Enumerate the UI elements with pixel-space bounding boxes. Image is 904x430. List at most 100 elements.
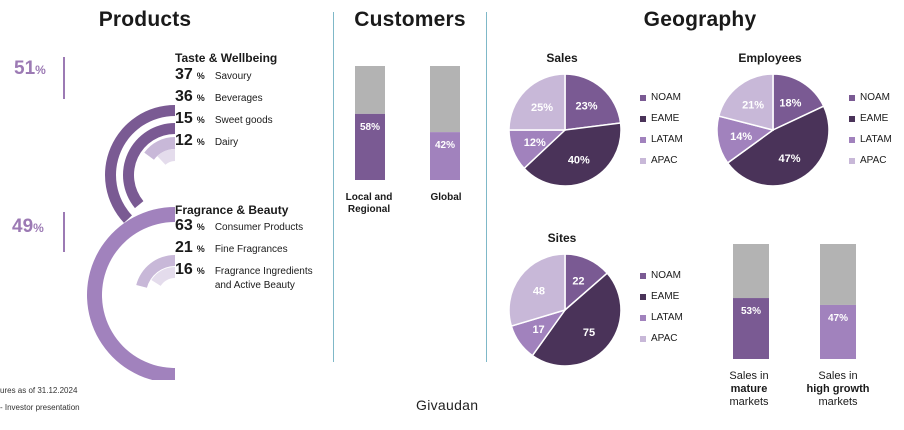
sites-slice-label: 48 bbox=[533, 286, 545, 298]
products-header: Products bbox=[98, 8, 192, 31]
sales-legend-label: NOAM bbox=[651, 92, 681, 103]
sales-slice-label: 23% bbox=[575, 101, 597, 113]
taste-share-symbol: % bbox=[35, 63, 46, 77]
taste-ring-1 bbox=[123, 123, 175, 209]
sites-legend: NOAM EAME LATAM APAC bbox=[640, 265, 683, 349]
markets-label-mature-line2: mature bbox=[730, 383, 768, 395]
sales-legend-item: NOAM bbox=[640, 87, 683, 108]
markets-label-mature: Sales in mature markets bbox=[718, 370, 780, 409]
customers-bar-value bbox=[355, 113, 385, 180]
product-radial-charts bbox=[87, 105, 175, 380]
employees-legend-label: EAME bbox=[860, 113, 889, 124]
sites-legend-swatch bbox=[640, 293, 646, 300]
givaudan-brand: Givaudan bbox=[416, 397, 479, 413]
footer-note-date: ures as of 31.12.2024 bbox=[0, 386, 78, 395]
fragrance-item-value: 16 bbox=[175, 261, 193, 278]
fragrance-item: 16% Fragrance Ingredients and Active Beau… bbox=[175, 261, 325, 293]
sales-legend-item: APAC bbox=[640, 150, 683, 171]
employees-slice-label: 47% bbox=[779, 153, 801, 165]
customers-label-global: Global bbox=[430, 192, 462, 203]
taste-item-label: Beverages bbox=[214, 93, 263, 104]
sales-legend-item: EAME bbox=[640, 108, 683, 129]
employees-slice-eame bbox=[726, 105, 830, 187]
taste-accent-bar bbox=[63, 57, 65, 99]
divider-right bbox=[486, 12, 487, 362]
taste-item-pct: % bbox=[196, 71, 205, 81]
sales-slice-label: 40% bbox=[568, 154, 590, 166]
fragrance-item: 63% Consumer Products bbox=[175, 217, 303, 235]
sites-legend-label: NOAM bbox=[651, 270, 681, 281]
employees-legend-label: LATAM bbox=[860, 134, 892, 145]
taste-ring-0 bbox=[104, 105, 175, 223]
fragrance-share-value: 49 bbox=[12, 216, 34, 237]
taste-item-label: Sweet goods bbox=[214, 115, 273, 126]
markets-bar-label: 53% bbox=[741, 306, 761, 317]
sites-legend-label: APAC bbox=[651, 333, 678, 344]
markets-bar-chart: 53% 47% bbox=[733, 244, 856, 359]
fragrance-item-value: 21 bbox=[175, 239, 193, 256]
sales-legend-swatch bbox=[640, 157, 646, 164]
taste-item: 36% Beverages bbox=[175, 88, 263, 106]
employees-legend-label: NOAM bbox=[860, 92, 890, 103]
sales-slice-label: 12% bbox=[524, 137, 546, 149]
markets-label-growth-line2: high growth bbox=[806, 383, 870, 395]
divider-left bbox=[333, 12, 334, 362]
sites-legend-item: EAME bbox=[640, 286, 683, 307]
employees-slice-apac bbox=[717, 73, 774, 131]
taste-item: 12% Dairy bbox=[175, 132, 238, 150]
taste-share-value: 51 bbox=[14, 58, 36, 79]
employees-legend-item: APAC bbox=[849, 150, 892, 171]
customers-bar-remainder bbox=[430, 66, 460, 133]
sites-slice-eame bbox=[531, 272, 622, 367]
fragrance-share: 49% bbox=[12, 216, 44, 238]
markets-bar-value bbox=[820, 304, 856, 359]
sites-slice-label: 75 bbox=[583, 327, 595, 339]
sites-title: Sites bbox=[547, 231, 577, 245]
sales-slice-apac bbox=[508, 73, 566, 131]
sales-slice-noam bbox=[564, 73, 622, 131]
employees-legend-item: EAME bbox=[849, 108, 892, 129]
markets-bar-label: 47% bbox=[828, 313, 848, 324]
taste-ring-2 bbox=[144, 137, 175, 160]
sites-slice-label: 22 bbox=[572, 275, 584, 287]
customers-bar-label: 42% bbox=[435, 140, 455, 151]
sales-slice-eame bbox=[523, 122, 622, 187]
sales-title: Sales bbox=[546, 51, 578, 65]
sites-legend-label: LATAM bbox=[651, 312, 683, 323]
taste-ring-3 bbox=[157, 149, 175, 165]
employees-legend-item: LATAM bbox=[849, 129, 892, 150]
employees-legend-swatch bbox=[849, 157, 855, 164]
sites-legend-swatch bbox=[640, 314, 646, 321]
fragrance-ring-1 bbox=[136, 255, 175, 288]
employees-slice-label: 21% bbox=[742, 99, 764, 111]
fragrance-ring-0 bbox=[87, 207, 175, 380]
fragrance-item-pct: % bbox=[196, 266, 205, 276]
employees-pie: 18% 47% 14% 21% bbox=[716, 73, 830, 187]
sales-legend-swatch bbox=[640, 94, 646, 101]
taste-item-value: 36 bbox=[175, 88, 193, 105]
customers-label-local: Local and Regional bbox=[338, 192, 400, 216]
sites-legend-item: NOAM bbox=[640, 265, 683, 286]
customers-label-local-line1: Local and bbox=[345, 192, 393, 203]
sites-pie: 22 75 17 48 bbox=[508, 253, 622, 367]
taste-item: 37% Savoury bbox=[175, 66, 252, 84]
customers-bar-value bbox=[430, 132, 460, 180]
customers-bar-chart: 58% 42% bbox=[355, 66, 460, 180]
markets-bar-value bbox=[733, 298, 769, 359]
fragrance-share-symbol: % bbox=[33, 221, 44, 235]
employees-slice-label: 14% bbox=[730, 131, 752, 143]
employees-legend-label: APAC bbox=[860, 155, 887, 166]
markets-label-mature-line1: Sales in bbox=[729, 370, 769, 382]
taste-item-value: 37 bbox=[175, 66, 193, 83]
customers-bar-label: 58% bbox=[360, 122, 380, 133]
fragrance-item-pct: % bbox=[196, 222, 205, 232]
sales-legend-label: EAME bbox=[651, 113, 680, 124]
sites-legend-swatch bbox=[640, 272, 646, 279]
geography-header: Geography bbox=[643, 8, 757, 31]
fragrance-item-value: 63 bbox=[175, 217, 193, 234]
sales-slice-label: 25% bbox=[531, 102, 553, 114]
markets-label-growth-line3: markets bbox=[818, 396, 858, 408]
employees-slice-noam bbox=[772, 73, 825, 132]
fragrance-item-label: Consumer Products bbox=[214, 222, 304, 233]
sites-legend-item: APAC bbox=[640, 328, 683, 349]
